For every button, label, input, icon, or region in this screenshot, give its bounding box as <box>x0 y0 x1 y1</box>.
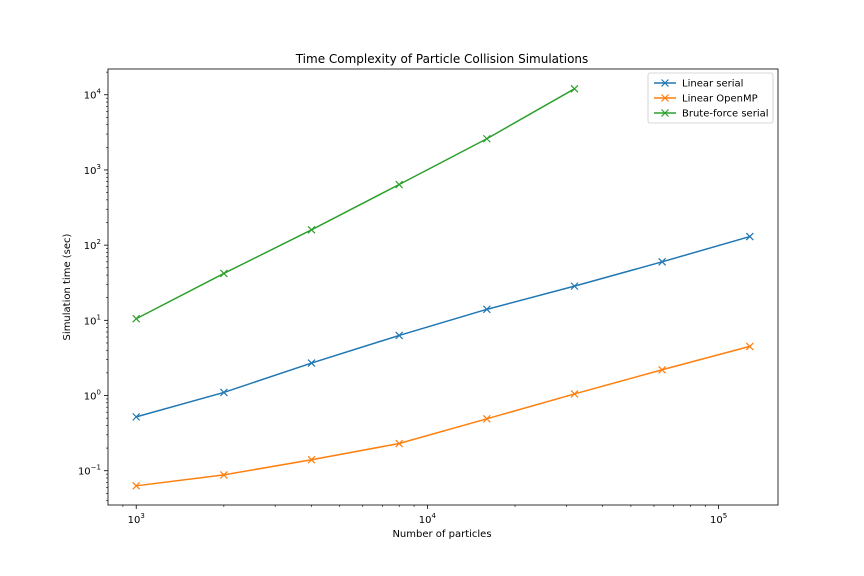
x-tick-label: 105 <box>710 512 727 526</box>
data-point <box>395 439 404 448</box>
x-axis-label: Number of particles <box>392 529 491 540</box>
series-line-3 <box>135 88 575 320</box>
data-point <box>132 481 141 490</box>
legend-item: Linear serial <box>654 79 743 90</box>
data-point <box>132 314 141 323</box>
data-point <box>658 365 667 374</box>
data-point <box>219 388 228 397</box>
data-point <box>745 232 754 241</box>
axes-frame <box>107 68 779 506</box>
legend-marker <box>661 109 669 117</box>
y-tick-label: 101 <box>84 313 101 327</box>
y-tick-label: 103 <box>84 163 101 177</box>
legend-item: Linear OpenMP <box>654 94 758 105</box>
y-axis-label: Simulation time (sec) <box>62 233 73 340</box>
data-point <box>570 84 579 93</box>
legend-box <box>647 72 774 124</box>
data-point <box>482 305 491 314</box>
plot-area <box>132 84 754 490</box>
data-point <box>395 331 404 340</box>
data-point <box>658 257 667 266</box>
x-tick-label: 104 <box>419 512 437 526</box>
data-point <box>395 180 404 189</box>
y-axis-ticks: 10−1 100 101 102 103 104 <box>78 71 108 501</box>
series-line-2 <box>136 345 750 487</box>
y-tick-label: 104 <box>84 88 102 102</box>
x-axis-ticks: 103 104 105 <box>122 505 727 526</box>
data-point <box>307 359 316 368</box>
y-tick-label: 100 <box>84 389 101 403</box>
y-tick-label: 102 <box>84 238 101 252</box>
data-point <box>132 412 141 421</box>
legend-label: Linear OpenMP <box>682 94 758 105</box>
y-tick-label: 10−1 <box>78 464 101 478</box>
chart-title: Time Complexity of Particle Collision Si… <box>295 52 589 66</box>
series-line-1 <box>136 235 750 418</box>
data-point <box>219 470 228 479</box>
legend-marker <box>661 94 669 102</box>
legend-marker <box>661 79 669 87</box>
legend: Linear serial Linear OpenMP Brute-force se… <box>647 72 774 124</box>
x-tick-label: 103 <box>128 512 145 526</box>
data-point <box>745 342 754 351</box>
data-point <box>482 134 491 143</box>
data-point <box>482 414 491 423</box>
data-point <box>307 455 316 464</box>
legend-item: Brute-force serial <box>654 109 769 120</box>
data-point <box>307 225 316 234</box>
legend-label: Linear serial <box>682 79 743 90</box>
data-point <box>219 269 228 278</box>
data-point <box>570 390 579 398</box>
legend-label: Brute-force serial <box>682 109 769 120</box>
data-point <box>570 282 579 291</box>
